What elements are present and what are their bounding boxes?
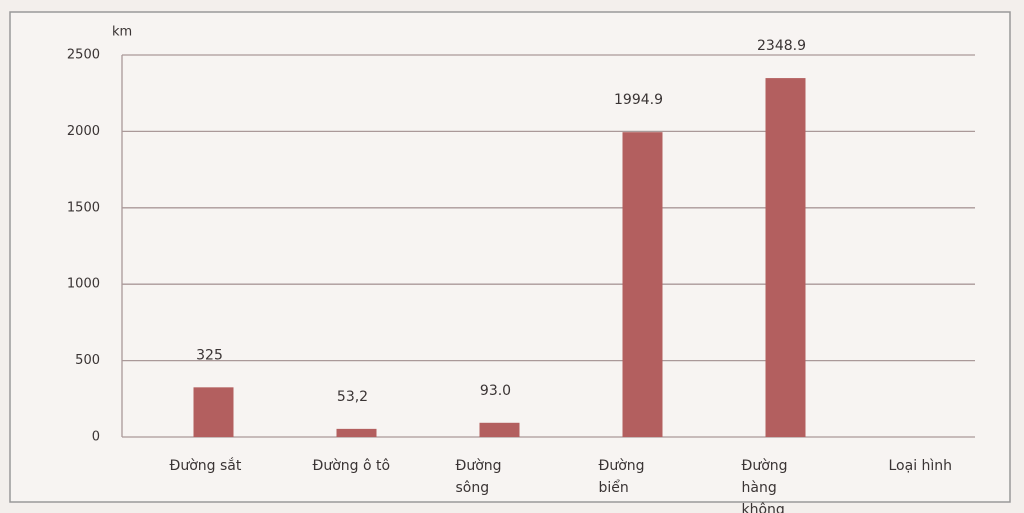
y-tick-label: 2000: [67, 124, 100, 139]
y-tick-label: 2500: [67, 48, 100, 63]
bar: [479, 422, 520, 437]
y-axis-label: km: [112, 25, 132, 40]
value-label: 1994.9: [614, 92, 663, 108]
value-label: 53,2: [337, 389, 368, 405]
value-label: 93.0: [480, 383, 511, 399]
bar: [765, 78, 806, 438]
bar: [336, 428, 377, 437]
y-tick-label: 0: [92, 430, 100, 445]
x-tick-label: Đường sông: [455, 458, 502, 496]
x-tick-label: Đường ô tô: [312, 458, 391, 474]
value-label: 2348.9: [757, 38, 806, 54]
bar: [622, 132, 663, 438]
chart-frame: [9, 11, 1011, 503]
y-tick-label: 500: [75, 353, 100, 368]
x-axis-label: Loại hình: [888, 458, 953, 474]
y-tick-label: 1500: [67, 200, 100, 215]
value-label: 325: [196, 347, 223, 363]
x-tick-label: Đường biển: [598, 458, 645, 496]
y-tick-label: 1000: [67, 277, 100, 292]
x-tick-label: Đường sắt: [169, 458, 242, 474]
x-tick-label: Đường hàng không: [741, 458, 788, 513]
bar: [193, 387, 234, 437]
